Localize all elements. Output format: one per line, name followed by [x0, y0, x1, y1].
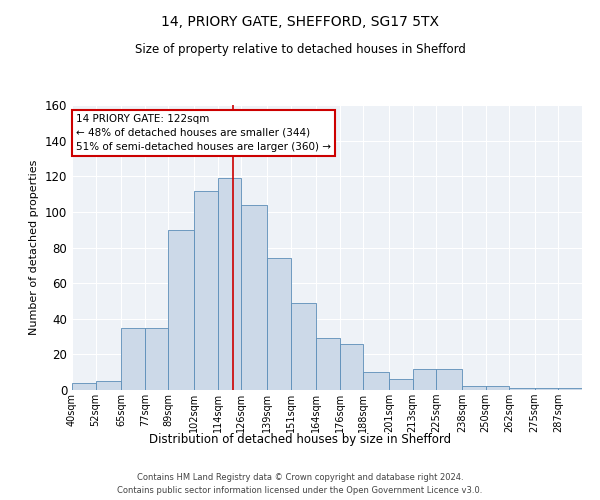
- Text: 14 PRIORY GATE: 122sqm
← 48% of detached houses are smaller (344)
51% of semi-de: 14 PRIORY GATE: 122sqm ← 48% of detached…: [76, 114, 331, 152]
- Text: Size of property relative to detached houses in Shefford: Size of property relative to detached ho…: [134, 42, 466, 56]
- Text: Contains HM Land Registry data © Crown copyright and database right 2024.
Contai: Contains HM Land Registry data © Crown c…: [118, 473, 482, 495]
- Bar: [290, 302, 316, 390]
- Bar: [436, 368, 462, 390]
- Bar: [218, 178, 241, 390]
- Bar: [316, 338, 340, 390]
- Bar: [145, 328, 169, 390]
- Text: Distribution of detached houses by size in Shefford: Distribution of detached houses by size …: [149, 432, 451, 446]
- Bar: [267, 258, 290, 390]
- Bar: [485, 386, 509, 390]
- Bar: [364, 372, 389, 390]
- Bar: [340, 344, 364, 390]
- Bar: [194, 190, 218, 390]
- Bar: [241, 205, 267, 390]
- Bar: [95, 381, 121, 390]
- Bar: [535, 388, 559, 390]
- Bar: [413, 368, 436, 390]
- Bar: [169, 230, 194, 390]
- Bar: [72, 383, 95, 390]
- Bar: [121, 328, 145, 390]
- Y-axis label: Number of detached properties: Number of detached properties: [29, 160, 39, 335]
- Text: 14, PRIORY GATE, SHEFFORD, SG17 5TX: 14, PRIORY GATE, SHEFFORD, SG17 5TX: [161, 15, 439, 29]
- Bar: [509, 388, 535, 390]
- Bar: [389, 380, 413, 390]
- Bar: [559, 388, 582, 390]
- Bar: [462, 386, 485, 390]
